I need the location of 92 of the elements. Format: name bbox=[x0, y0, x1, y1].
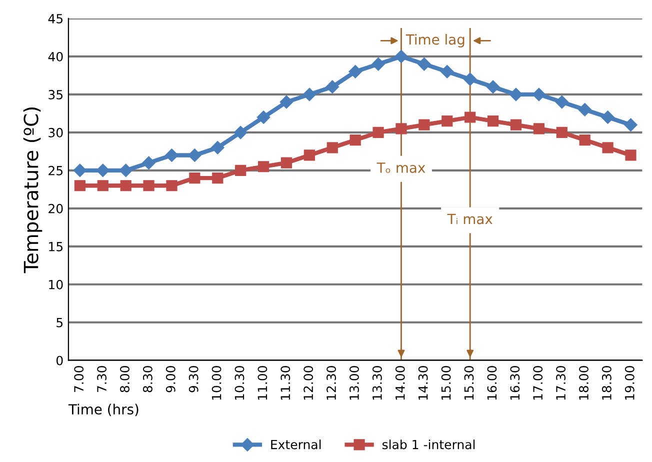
point bbox=[97, 180, 108, 192]
x-tick-label: 8.00 bbox=[120, 366, 130, 392]
y-tick-label: 0 bbox=[56, 356, 63, 366]
x-tick-label: 10.00 bbox=[212, 366, 222, 400]
point bbox=[96, 164, 110, 178]
point bbox=[418, 57, 431, 71]
x-tick-label: 12.30 bbox=[326, 366, 336, 400]
point bbox=[487, 115, 499, 127]
x-tick-label: 7.00 bbox=[74, 366, 84, 392]
point bbox=[464, 112, 476, 123]
x-tick-label: 13.00 bbox=[350, 366, 359, 400]
point bbox=[189, 172, 200, 184]
x-tick-label: 14.30 bbox=[418, 366, 428, 400]
point bbox=[302, 88, 316, 102]
point bbox=[418, 119, 430, 130]
annotation: Time lag bbox=[406, 34, 464, 48]
point bbox=[326, 80, 339, 94]
point bbox=[486, 80, 500, 94]
point bbox=[442, 115, 453, 127]
point bbox=[509, 88, 523, 102]
point bbox=[235, 164, 246, 176]
point bbox=[258, 161, 270, 172]
y-tick-label: 20 bbox=[48, 204, 63, 214]
point bbox=[166, 180, 178, 192]
point bbox=[624, 118, 638, 132]
point bbox=[119, 164, 132, 178]
x-axis-title: Time (hrs) bbox=[68, 404, 138, 416]
point bbox=[578, 103, 592, 116]
point bbox=[350, 134, 361, 146]
x-tick-label: 15.30 bbox=[464, 366, 474, 400]
point bbox=[211, 141, 224, 154]
x-tick-label: 11.00 bbox=[258, 366, 268, 400]
point bbox=[120, 180, 132, 192]
x-tick-label: 9.30 bbox=[188, 366, 198, 392]
x-tick-label: 17.00 bbox=[533, 366, 543, 400]
x-tick-label: 11.30 bbox=[280, 366, 290, 400]
x-tick-label: 18.30 bbox=[602, 366, 612, 400]
x-tick-label: 14.00 bbox=[395, 366, 405, 400]
point bbox=[372, 57, 385, 71]
point bbox=[256, 110, 270, 124]
y-tick-label: 25 bbox=[48, 166, 63, 176]
x-tick-label: 9.00 bbox=[166, 366, 176, 392]
point bbox=[73, 164, 87, 178]
point bbox=[533, 123, 544, 134]
point bbox=[212, 172, 224, 184]
point bbox=[165, 148, 178, 162]
y-axis-title: Temperature (ºC) bbox=[23, 107, 42, 274]
y-tick-label: 30 bbox=[48, 128, 63, 138]
point bbox=[510, 119, 522, 130]
x-tick-label: 10.30 bbox=[234, 366, 244, 400]
point bbox=[556, 126, 568, 138]
point bbox=[143, 180, 154, 192]
y-tick-label: 45 bbox=[48, 14, 63, 24]
y-tick-label: 35 bbox=[48, 90, 63, 100]
point bbox=[602, 142, 614, 154]
point bbox=[348, 65, 362, 78]
legend-label: External bbox=[271, 440, 321, 450]
x-tick-label: 16.00 bbox=[487, 366, 497, 400]
x-tick-label: 19.00 bbox=[624, 366, 634, 400]
x-tick-label: 7.30 bbox=[97, 366, 107, 392]
y-tick-label: 5 bbox=[56, 318, 63, 328]
point bbox=[280, 157, 292, 168]
point bbox=[234, 126, 248, 140]
point bbox=[372, 126, 384, 138]
y-tick-label: 40 bbox=[48, 52, 63, 62]
point bbox=[142, 156, 156, 170]
point bbox=[396, 123, 407, 134]
x-tick-label: 17.30 bbox=[556, 366, 566, 400]
point bbox=[464, 72, 477, 86]
ref-line-label: Tₒ max bbox=[376, 162, 426, 173]
x-tick-label: 16.30 bbox=[510, 366, 520, 400]
point bbox=[601, 110, 614, 124]
x-tick-label: 18.00 bbox=[579, 366, 588, 400]
point bbox=[579, 134, 590, 146]
point bbox=[394, 50, 408, 64]
point bbox=[555, 95, 568, 109]
x-tick-label: 15.00 bbox=[441, 366, 451, 400]
x-tick-label: 12.00 bbox=[304, 366, 314, 400]
point bbox=[625, 150, 636, 161]
point bbox=[304, 150, 315, 161]
x-tick-label: 13.30 bbox=[372, 366, 382, 400]
point bbox=[280, 95, 294, 109]
point bbox=[532, 88, 546, 102]
legend-label: slab 1 -internal bbox=[382, 440, 475, 450]
x-tick-label: 8.30 bbox=[142, 366, 152, 392]
ref-line-label: Tᵢ max bbox=[447, 214, 492, 224]
point bbox=[74, 180, 86, 192]
point bbox=[326, 142, 338, 154]
y-tick-label: 15 bbox=[49, 242, 63, 252]
point bbox=[440, 65, 454, 78]
point bbox=[188, 148, 202, 162]
y-tick-label: 10 bbox=[49, 280, 63, 290]
